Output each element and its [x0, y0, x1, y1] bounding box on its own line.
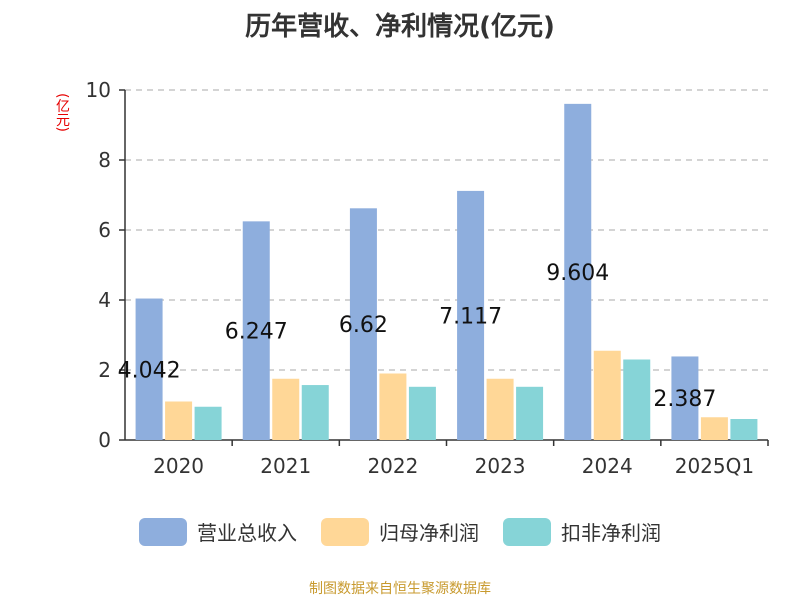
data-label-revenue: 7.117 — [439, 304, 502, 329]
legend-label-net-profit: 归母净利润 — [379, 521, 479, 545]
bar-net-profit — [593, 350, 621, 440]
bar-revenue — [564, 103, 592, 441]
x-tick-label: 2025Q1 — [675, 454, 754, 478]
bar-net-profit — [486, 378, 514, 440]
data-source-note: 制图数据来自恒生聚源数据库 — [309, 581, 491, 597]
legend-label-revenue: 营业总收入 — [197, 521, 297, 545]
legend-swatch-revenue — [139, 517, 187, 546]
bar-revenue — [135, 298, 163, 440]
bar-deducted-profit — [623, 359, 651, 440]
bar-net-profit — [272, 378, 300, 440]
legend-swatch-deducted-profit — [503, 517, 551, 546]
data-label-revenue: 6.62 — [339, 313, 388, 338]
data-label-revenue: 4.042 — [118, 358, 181, 383]
bar-revenue — [457, 190, 485, 440]
bar-revenue — [242, 221, 270, 440]
x-tick-label: 2023 — [475, 454, 526, 478]
x-tick-label: 2022 — [367, 454, 418, 478]
x-tick-label: 2020 — [153, 454, 204, 478]
x-tick-label: 2021 — [260, 454, 311, 478]
chart-legend: 营业总收入 归母净利润 扣非净利润 — [0, 517, 800, 546]
bar-revenue — [349, 208, 377, 440]
chart-title: 历年营收、净利情况(亿元) — [245, 12, 555, 42]
data-label-revenue: 6.247 — [225, 320, 288, 345]
bar-deducted-profit — [516, 386, 544, 440]
bar-net-profit — [165, 401, 193, 440]
legend-label-deducted-profit: 扣非净利润 — [561, 521, 661, 545]
bar-deducted-profit — [194, 406, 222, 440]
legend-item-deducted-profit[interactable]: 扣非净利润 — [503, 517, 661, 546]
bar-net-profit — [700, 417, 728, 440]
legend-item-revenue[interactable]: 营业总收入 — [139, 517, 297, 546]
legend-swatch-net-profit — [321, 517, 369, 546]
y-tick-label: 6 — [98, 218, 111, 242]
bar-deducted-profit — [408, 386, 436, 440]
y-tick-label: 2 — [98, 358, 111, 382]
bar-revenue — [671, 356, 699, 440]
bar-net-profit — [379, 373, 407, 440]
y-tick-label: 0 — [98, 428, 111, 452]
y-tick-label: 8 — [98, 148, 111, 172]
bar-deducted-profit — [301, 385, 329, 440]
x-tick-label: 2024 — [582, 454, 633, 478]
legend-item-net-profit[interactable]: 归母净利润 — [321, 517, 479, 546]
data-label-revenue: 2.387 — [653, 387, 716, 412]
y-tick-label: 4 — [98, 288, 111, 312]
y-tick-label: 10 — [86, 78, 111, 102]
bar-deducted-profit — [730, 419, 758, 440]
y-axis-unit-label: (亿元) — [54, 93, 70, 132]
data-label-revenue: 9.604 — [546, 261, 609, 286]
